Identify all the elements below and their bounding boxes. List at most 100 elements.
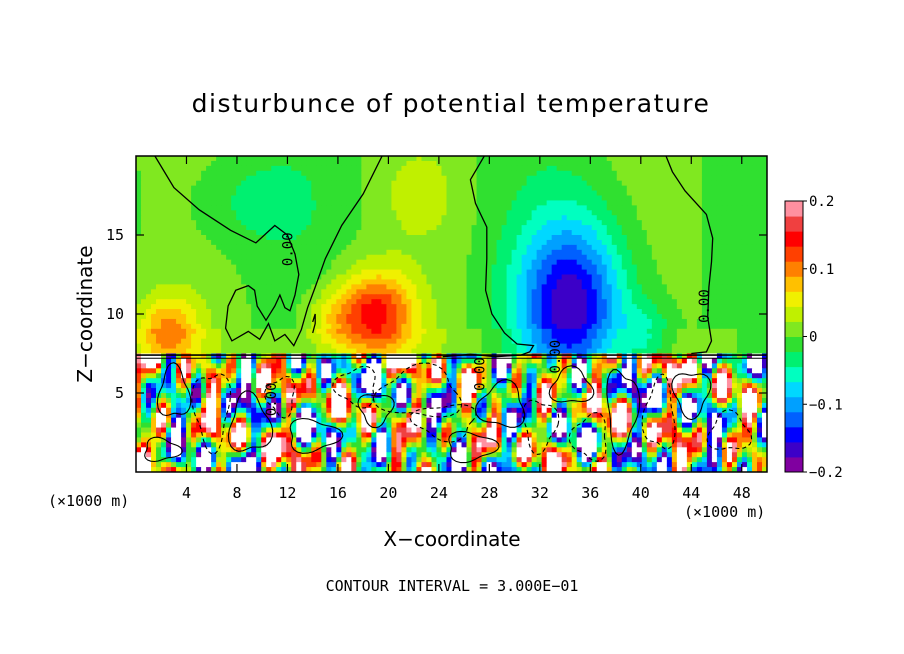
field-cell — [171, 239, 177, 246]
field-cell — [516, 299, 523, 305]
field-cell — [601, 333, 608, 340]
field-cell — [181, 318, 187, 325]
field-cell — [726, 304, 733, 310]
field-cell — [206, 200, 212, 206]
field-cell — [166, 195, 172, 201]
field-cell — [581, 200, 588, 206]
field-cell — [701, 264, 708, 270]
field-cell — [306, 309, 312, 315]
field-cell — [356, 185, 362, 191]
field-cell — [196, 230, 202, 236]
field-cell — [301, 220, 307, 226]
field-cell — [281, 314, 287, 320]
field-cell — [446, 299, 452, 305]
field-cell — [411, 210, 417, 216]
field-cell — [251, 185, 257, 191]
field-cell — [676, 165, 683, 172]
field-cell — [671, 299, 678, 305]
field-cell — [416, 239, 422, 246]
field-cell — [301, 165, 307, 172]
field-cell — [556, 338, 563, 345]
field-cell — [381, 254, 387, 261]
field-cell — [366, 289, 372, 295]
field-cell — [291, 279, 297, 285]
field-cell — [221, 160, 227, 167]
field-cell — [546, 225, 553, 231]
field-cell — [406, 160, 412, 167]
field-cell — [571, 333, 578, 340]
field-cell — [591, 190, 598, 196]
field-cell — [381, 165, 387, 172]
field-cell — [656, 215, 663, 221]
field-cell — [321, 235, 327, 241]
field-cell — [556, 274, 563, 280]
field-cell — [301, 156, 307, 162]
field-cell — [711, 156, 718, 162]
field-cell — [736, 220, 743, 226]
field-cell — [226, 328, 232, 335]
field-cell — [511, 323, 518, 330]
field-cell — [336, 165, 342, 172]
field-cell — [486, 235, 492, 241]
field-cell — [751, 284, 758, 290]
field-cell — [401, 259, 407, 266]
field-cell — [256, 195, 262, 201]
field-cell — [511, 328, 518, 335]
field-cell — [351, 160, 357, 167]
field-cell — [761, 244, 767, 251]
field-cell — [491, 230, 497, 236]
field-cell — [181, 343, 187, 349]
field-cell — [586, 309, 593, 315]
field-cell — [546, 210, 553, 216]
field-cell — [196, 210, 202, 216]
field-cell — [516, 190, 523, 196]
field-cell — [746, 259, 753, 266]
field-cell — [201, 328, 207, 335]
field-cell — [606, 244, 613, 251]
field-cell — [651, 314, 658, 320]
field-cell — [641, 215, 648, 221]
field-cell — [586, 195, 593, 201]
field-cell — [226, 304, 232, 310]
field-cell — [666, 338, 673, 345]
field-cell — [356, 323, 362, 330]
field-cell — [501, 279, 507, 285]
field-cell — [461, 160, 467, 167]
field-cell — [221, 190, 227, 196]
field-cell — [431, 185, 437, 191]
field-cell — [666, 170, 673, 177]
field-cell — [666, 294, 673, 300]
field-cell — [261, 235, 267, 241]
field-cell — [746, 180, 753, 187]
field-cell — [596, 289, 603, 295]
field-cell — [531, 299, 538, 305]
field-cell — [646, 185, 653, 191]
field-cell — [171, 274, 177, 280]
field-cell — [311, 304, 317, 310]
field-cell — [386, 165, 392, 172]
field-cell — [366, 195, 372, 201]
field-cell — [436, 205, 442, 211]
field-cell — [681, 299, 688, 305]
field-cell — [186, 294, 192, 300]
field-cell — [721, 180, 728, 187]
field-cell — [266, 244, 272, 251]
field-cell — [136, 185, 142, 191]
field-cell — [261, 220, 267, 226]
field-cell — [646, 215, 653, 221]
field-cell — [636, 333, 643, 340]
field-cell — [491, 343, 497, 349]
field-cell — [401, 328, 407, 335]
field-cell — [291, 348, 297, 354]
field-cell — [721, 195, 728, 201]
field-cell — [326, 195, 332, 201]
field-cell — [761, 299, 767, 305]
field-cell — [526, 254, 533, 261]
field-cell — [246, 309, 252, 315]
field-cell — [616, 175, 623, 182]
field-cell — [346, 170, 352, 177]
field-cell — [146, 249, 152, 256]
field-cell — [606, 156, 613, 162]
field-cell — [151, 299, 157, 305]
field-cell — [211, 190, 217, 196]
